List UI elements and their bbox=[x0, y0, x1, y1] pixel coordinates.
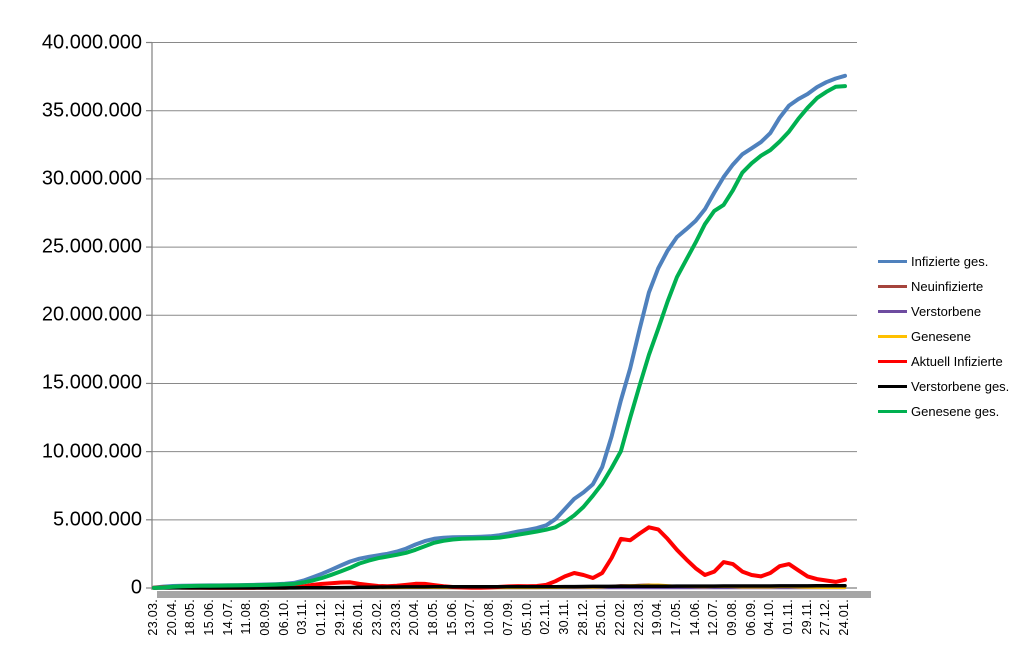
y-tick-label: 40.000.000 bbox=[41, 31, 142, 53]
legend-swatch bbox=[878, 284, 907, 288]
legend-label: Neuinfizierte bbox=[911, 278, 984, 294]
legend-label: Verstorbene bbox=[911, 303, 982, 319]
x-tick-label: 18.05. bbox=[183, 599, 198, 636]
x-tick-label: 23.03. bbox=[146, 599, 160, 636]
y-tick-label: 25.000.000 bbox=[41, 235, 142, 258]
x-tick-label: 13.07. bbox=[463, 599, 478, 636]
x-tick-label: 06.10. bbox=[276, 599, 291, 636]
x-tick-label: 22.02. bbox=[612, 599, 627, 636]
legend-item: Verstorbene ges. bbox=[878, 378, 1010, 394]
legend-item: Verstorbene bbox=[878, 303, 1009, 319]
x-tick-label: 11.08. bbox=[239, 599, 254, 635]
x-tick-label: 08.09. bbox=[258, 599, 273, 636]
x-tick-label: 20.04. bbox=[407, 599, 422, 636]
x-tick-label: 27.12. bbox=[818, 599, 833, 636]
legend-label: Infizierte ges. bbox=[911, 253, 989, 269]
legend-item: Genesene bbox=[878, 328, 1009, 344]
x-tick-label: 10.08. bbox=[482, 599, 497, 636]
x-tick-label: 01.11. bbox=[780, 599, 795, 635]
x-tick-label: 20.04. bbox=[164, 599, 179, 636]
x-tick-label: 14.06. bbox=[687, 599, 702, 636]
x-tick-label: 18.05. bbox=[426, 599, 441, 636]
x-tick-label: 03.11. bbox=[295, 599, 310, 635]
legend-label: Aktuell Infizierte bbox=[911, 353, 1003, 369]
x-tick-label: 23.02. bbox=[370, 599, 385, 636]
x-tick-label: 29.11. bbox=[799, 599, 814, 635]
x-tick-label: 22.03. bbox=[631, 599, 646, 636]
x-tick-label: 04.10. bbox=[762, 599, 777, 636]
x-tick-label: 15.06. bbox=[444, 599, 459, 636]
y-tick-label: 20.000.000 bbox=[41, 303, 142, 326]
series-line-genesene-ges bbox=[152, 84, 847, 590]
legend-swatch bbox=[878, 334, 907, 338]
legend: Infizierte ges. Neuinfizierte Verstorbene G… bbox=[878, 253, 1010, 419]
x-tick-label: 15.06. bbox=[202, 599, 217, 636]
legend-item: Neuinfizierte bbox=[878, 278, 1009, 294]
x-tick-label: 24.01. bbox=[837, 599, 851, 636]
x-tick-label: 05.10. bbox=[519, 599, 534, 636]
x-tick-label: 17.05. bbox=[668, 599, 683, 636]
legend-item: Aktuell Infizierte bbox=[878, 353, 1009, 369]
x-tick-label: 06.09. bbox=[743, 599, 758, 636]
legend-swatch bbox=[878, 359, 907, 363]
x-tick-label: 02.11. bbox=[538, 599, 553, 635]
legend-swatch bbox=[878, 309, 907, 313]
x-tick-label: 07.09. bbox=[500, 599, 515, 636]
y-tick-label: 30.000.000 bbox=[41, 167, 142, 190]
x-tick-label: 14.07. bbox=[220, 599, 235, 636]
legend-item: Infizierte ges. bbox=[878, 253, 1009, 269]
legend-label: Genesene bbox=[911, 328, 971, 344]
y-tick-label: 10.000.000 bbox=[41, 440, 142, 463]
series-line-verstorbene-ges bbox=[152, 583, 847, 590]
x-tick-label: 30.11. bbox=[556, 599, 571, 635]
legend-swatch bbox=[878, 409, 907, 413]
x-tick-label: 01.12. bbox=[314, 599, 329, 636]
legend-label: Genesene ges. bbox=[911, 403, 1000, 419]
series-line-infizierte-ges bbox=[152, 73, 847, 590]
x-tick-label: 09.08. bbox=[724, 599, 739, 636]
legend-label: Verstorbene ges. bbox=[911, 378, 1010, 394]
legend-swatch bbox=[878, 259, 907, 263]
legend-swatch bbox=[878, 384, 907, 388]
x-tick-label: 19.04. bbox=[650, 599, 665, 636]
y-tick-label: 0 bbox=[130, 576, 142, 599]
x-tick-label: 23.03. bbox=[388, 599, 403, 636]
x-tick-label: 29.12. bbox=[332, 599, 347, 636]
x-tick-label: 25.01. bbox=[594, 599, 609, 636]
y-tick-label: 5.000.000 bbox=[53, 508, 142, 531]
x-tick-label: 28.12. bbox=[575, 599, 590, 636]
x-axis-shadow bbox=[157, 591, 871, 598]
x-tick-label: 26.01. bbox=[351, 599, 366, 636]
y-tick-label: 35.000.000 bbox=[41, 99, 142, 122]
y-tick-label: 15.000.000 bbox=[41, 371, 142, 394]
x-tick-label: 12.07. bbox=[706, 599, 721, 636]
legend-item: Genesene ges. bbox=[878, 403, 1009, 419]
